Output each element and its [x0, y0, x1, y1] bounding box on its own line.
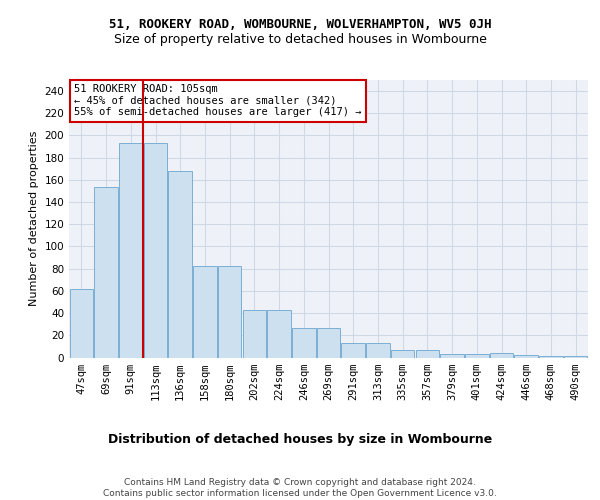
Bar: [465, 354, 488, 358]
Bar: [268, 310, 291, 358]
Bar: [539, 356, 563, 358]
Bar: [317, 328, 340, 358]
Bar: [564, 356, 587, 358]
Bar: [242, 310, 266, 358]
Bar: [341, 343, 365, 357]
Bar: [144, 144, 167, 358]
Text: 51, ROOKERY ROAD, WOMBOURNE, WOLVERHAMPTON, WV5 0JH: 51, ROOKERY ROAD, WOMBOURNE, WOLVERHAMPT…: [109, 18, 491, 30]
Bar: [94, 186, 118, 358]
Text: Distribution of detached houses by size in Wombourne: Distribution of detached houses by size …: [108, 432, 492, 446]
Bar: [70, 288, 93, 358]
Bar: [292, 328, 316, 358]
Bar: [366, 343, 389, 357]
Text: Contains HM Land Registry data © Crown copyright and database right 2024.
Contai: Contains HM Land Registry data © Crown c…: [103, 478, 497, 498]
Bar: [490, 353, 513, 358]
Bar: [440, 354, 464, 358]
Bar: [169, 171, 192, 358]
Bar: [416, 350, 439, 358]
Text: Size of property relative to detached houses in Wombourne: Size of property relative to detached ho…: [113, 32, 487, 46]
Bar: [218, 266, 241, 358]
Y-axis label: Number of detached properties: Number of detached properties: [29, 131, 39, 306]
Text: 51 ROOKERY ROAD: 105sqm
← 45% of detached houses are smaller (342)
55% of semi-d: 51 ROOKERY ROAD: 105sqm ← 45% of detache…: [74, 84, 362, 117]
Bar: [193, 266, 217, 358]
Bar: [119, 144, 143, 358]
Bar: [514, 356, 538, 358]
Bar: [391, 350, 415, 358]
